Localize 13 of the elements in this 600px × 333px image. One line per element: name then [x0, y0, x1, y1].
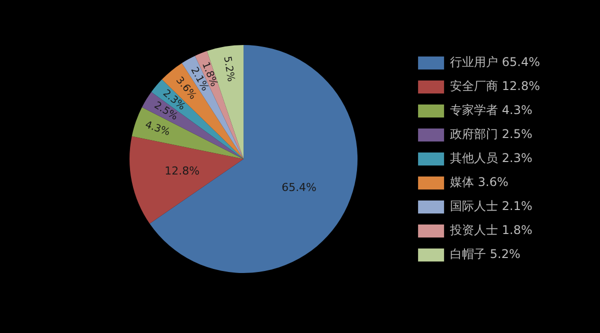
- legend-label: 其他人员 2.3%: [450, 151, 532, 166]
- legend-label: 安全厂商 12.8%: [450, 79, 540, 94]
- legend-label: 政府部门 2.5%: [450, 127, 532, 142]
- legend-label: 专家学者 4.3%: [450, 103, 532, 118]
- data-label: 4.3%: [144, 120, 172, 138]
- legend-label: 白帽子 5.2%: [450, 247, 520, 262]
- legend-label: 行业用户 65.4%: [450, 55, 540, 70]
- legend-label: 媒体 3.6%: [450, 175, 508, 190]
- legend-label: 国际人士 2.1%: [450, 199, 532, 214]
- data-label: 65.4%: [282, 181, 317, 194]
- data-label: 12.8%: [164, 164, 200, 178]
- data-label: 5.2%: [221, 56, 236, 82]
- legend-label: 投资人士 1.8%: [449, 223, 532, 238]
